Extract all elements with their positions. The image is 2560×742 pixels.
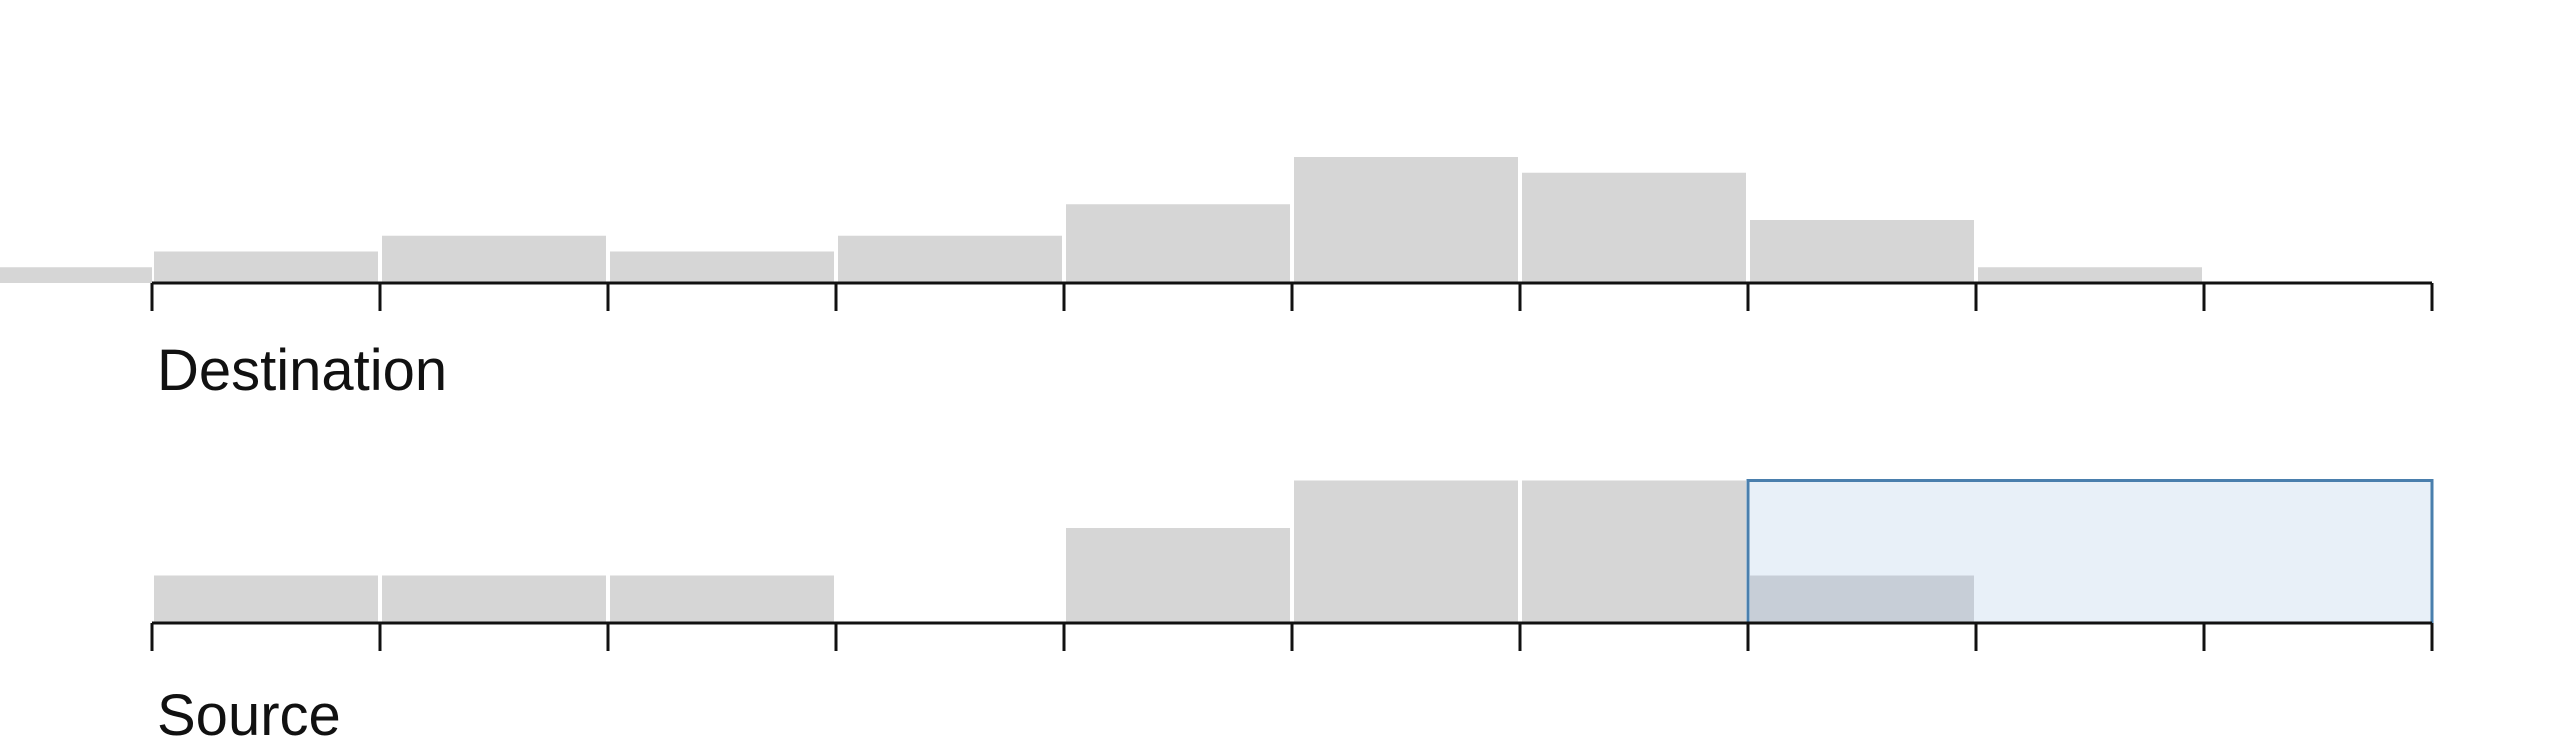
source-label: Source (157, 683, 341, 742)
destination-bar (0, 267, 152, 283)
destination-bar (610, 251, 834, 283)
destination-label: Destination (157, 338, 447, 403)
source-bar (1294, 480, 1518, 623)
source-histogram[interactable]: Source (150, 479, 2434, 742)
destination-bar (1066, 204, 1290, 283)
source-bar (610, 575, 834, 623)
destination-bar (1978, 267, 2202, 283)
destination-bar (382, 235, 606, 283)
destination-bar (154, 251, 378, 283)
destination-bar (838, 235, 1062, 283)
source-bar (382, 575, 606, 623)
source-bar (154, 575, 378, 623)
source-bar-selected (1750, 575, 1974, 623)
destination-histogram: Destination (0, 157, 2434, 403)
destination-bar (1294, 157, 1518, 283)
source-bar (1066, 528, 1290, 623)
destination-bar (1522, 172, 1746, 283)
destination-bar (1750, 220, 1974, 283)
source-bar (1522, 480, 1746, 623)
